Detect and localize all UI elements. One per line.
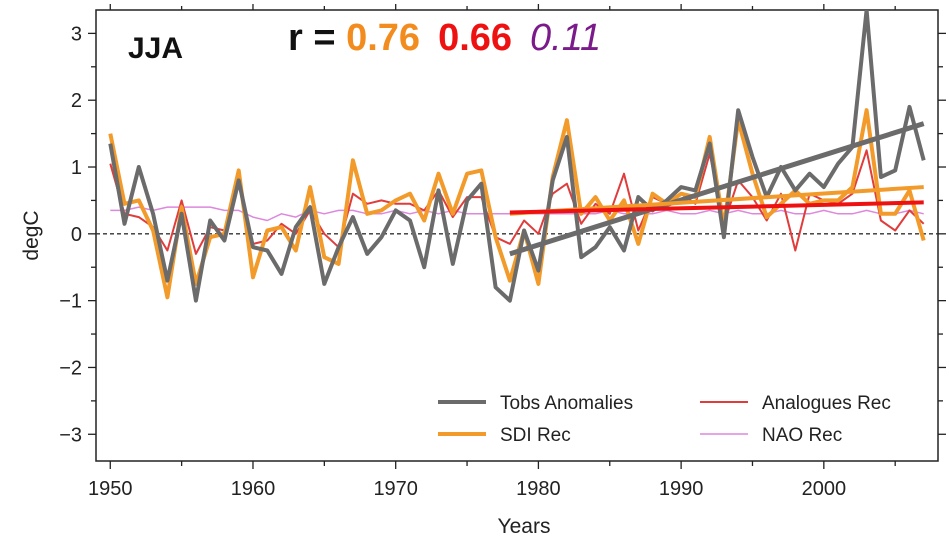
correlation-value: 0.11 — [530, 17, 601, 59]
y-tick-label: 2 — [71, 90, 82, 112]
y-tick-label: 1 — [71, 157, 82, 179]
legend-label-tobs-anomalies: Tobs Anomalies — [500, 393, 633, 414]
legend-label-nao-rec: NAO Rec — [762, 425, 842, 446]
legend-label-sdi-rec: SDI Rec — [500, 425, 571, 446]
x-tick-label: 2000 — [802, 478, 847, 500]
correlation-value: 0.66 — [438, 17, 512, 59]
plot-frame — [95, 9, 939, 462]
x-tick-label: 1980 — [516, 478, 561, 500]
correlation-prefix: r = — [288, 17, 346, 59]
correlation-value: 0.76 — [346, 17, 420, 59]
x-tick-label: 1950 — [88, 478, 133, 500]
season-label: JJA — [128, 32, 183, 65]
correlation-label: r = 0.76 0.66 0.11 — [288, 17, 601, 59]
y-tick-label: −3 — [59, 424, 82, 446]
tobs-anomalies-trend-line — [509, 121, 925, 257]
series-line-tobs-anomalies — [108, 10, 926, 303]
y-tick-label: 3 — [71, 23, 82, 45]
y-tick-label: 0 — [71, 224, 82, 246]
legend-label-analogues-rec: Analogues Rec — [762, 393, 891, 414]
y-tick-label: −2 — [59, 357, 82, 379]
x-tick-label: 1960 — [231, 478, 276, 500]
y-tick-label: −1 — [59, 291, 82, 313]
x-axis-title: Years — [498, 515, 551, 538]
y-axis-title: degC — [20, 210, 43, 260]
x-tick-label: 1970 — [373, 478, 418, 500]
x-tick-label: 1990 — [659, 478, 704, 500]
analogues-rec-trend-line — [509, 200, 924, 215]
